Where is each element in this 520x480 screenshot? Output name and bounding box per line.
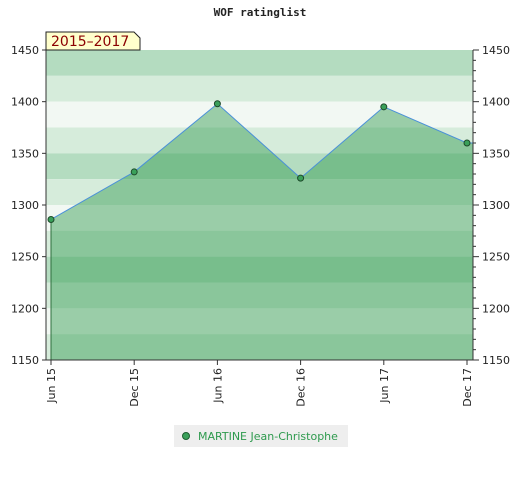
y-tick-label-right: 1150 xyxy=(482,354,510,367)
data-point xyxy=(463,139,471,147)
x-tick-label: Jun 15 xyxy=(45,368,58,404)
axes: 1150 1150 1200 1200 1250 1250 1300 1300 1350 1350… xyxy=(11,44,510,407)
legend-series-name: MARTINE Jean-Christophe xyxy=(198,429,338,443)
data-point xyxy=(213,100,221,108)
y-tick-label-right: 1400 xyxy=(482,96,510,109)
grid-band xyxy=(46,50,473,76)
data-point xyxy=(380,103,388,111)
y-tick-label-left: 1200 xyxy=(11,302,39,315)
data-point xyxy=(130,168,138,176)
grid-band xyxy=(46,179,473,205)
data-points xyxy=(47,100,471,223)
x-tick-label: Jun 16 xyxy=(211,368,224,404)
grid-band xyxy=(46,127,473,154)
data-point xyxy=(297,174,305,182)
grid-band xyxy=(46,75,473,102)
legend-marker-icon xyxy=(182,432,190,440)
background-bands xyxy=(46,50,473,360)
y-tick-label-right: 1350 xyxy=(482,147,510,160)
x-tick-label: Dec 16 xyxy=(295,368,308,407)
y-tick-label-right: 1200 xyxy=(482,302,510,315)
legend: MARTINE Jean-Christophe xyxy=(174,425,348,447)
grid-band xyxy=(46,334,473,360)
y-tick-label-left: 1250 xyxy=(11,251,39,264)
x-tick-label: Dec 17 xyxy=(461,368,474,407)
range-badge: 2015–2017 xyxy=(45,31,141,51)
chart-title: WOF ratinglist xyxy=(214,6,307,19)
y-tick-label-right: 1250 xyxy=(482,251,510,264)
grid-band xyxy=(46,153,473,180)
series-area xyxy=(51,103,473,360)
x-tick-label: Dec 15 xyxy=(128,368,141,407)
y-tick-label-right: 1450 xyxy=(482,44,510,57)
y-tick-label-left: 1400 xyxy=(11,96,39,109)
y-tick-label-right: 1300 xyxy=(482,199,510,212)
y-tick-label-left: 1300 xyxy=(11,199,39,212)
range-label: 2015–2017 xyxy=(51,34,129,50)
y-tick-label-left: 1350 xyxy=(11,147,39,160)
grid-band xyxy=(46,205,473,231)
grid-band xyxy=(46,308,473,335)
y-tick-label-left: 1150 xyxy=(11,354,39,367)
grid-band xyxy=(46,230,473,257)
x-tick-label: Jun 17 xyxy=(378,368,391,404)
y-tick-label-left: 1450 xyxy=(11,44,39,57)
grid-band xyxy=(46,282,473,309)
data-point xyxy=(47,215,55,223)
grid-band xyxy=(46,256,473,283)
